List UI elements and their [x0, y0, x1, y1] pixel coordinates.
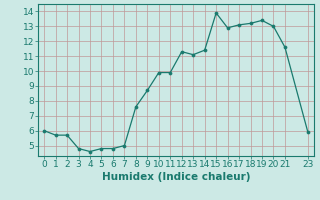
- X-axis label: Humidex (Indice chaleur): Humidex (Indice chaleur): [102, 172, 250, 182]
